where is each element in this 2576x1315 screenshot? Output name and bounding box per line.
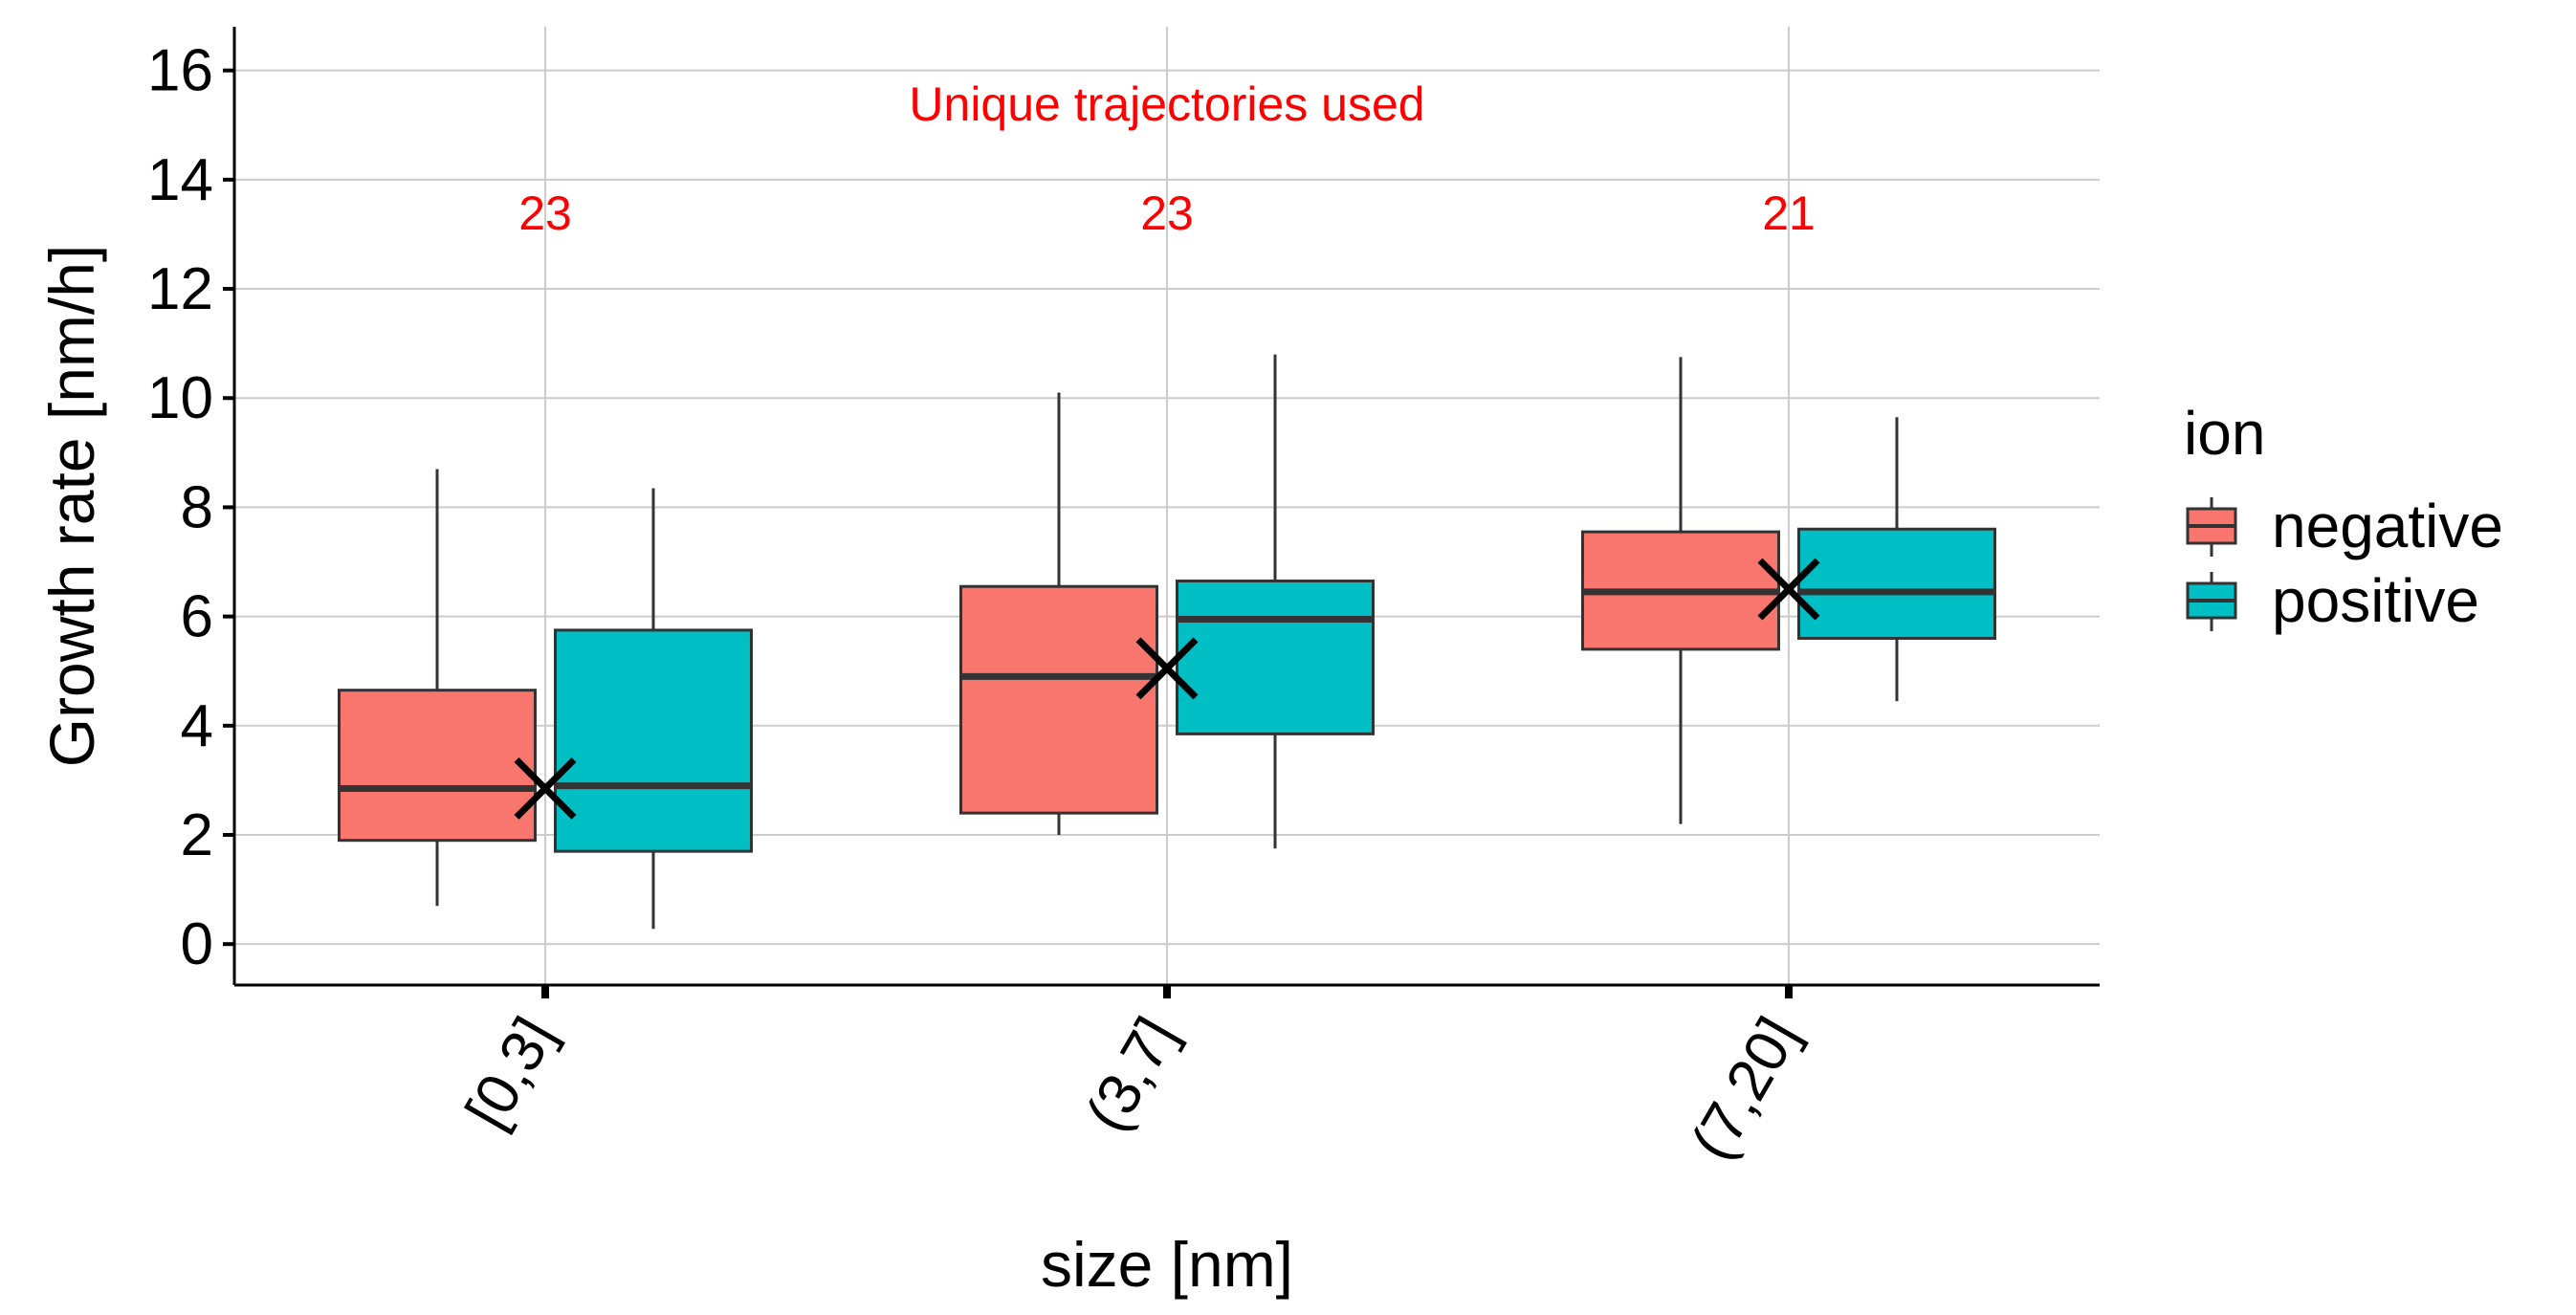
mean-marker — [1757, 558, 1820, 621]
legend-item-negative: negative — [2186, 492, 2503, 560]
box-body — [1797, 527, 1996, 640]
y-tick-label: 16 — [147, 38, 213, 104]
y-tick-label: 14 — [147, 147, 213, 213]
box-series — [338, 354, 1996, 930]
y-tick-label: 8 — [181, 474, 213, 540]
annotation-count: 21 — [1762, 186, 1816, 240]
mean-x-stroke — [1135, 637, 1199, 700]
x-tick-label: (3,7] — [1073, 1007, 1190, 1143]
grid-lines — [234, 27, 2100, 985]
y-tick-label: 12 — [147, 256, 213, 322]
annotation-count: 23 — [518, 186, 572, 240]
mean-marker — [1135, 637, 1199, 700]
annotations: Unique trajectories used 23 23 21 — [518, 77, 1816, 240]
box-body — [338, 689, 537, 843]
annotation-heading: Unique trajectories used — [909, 77, 1424, 131]
y-tick-label: 6 — [181, 584, 213, 650]
box-body — [554, 628, 753, 853]
legend-item-positive: positive — [2186, 566, 2479, 635]
box-body — [959, 584, 1158, 815]
axis-labels: size [nm] Growth rate [nm/h] — [36, 245, 1293, 1300]
y-tick-label: 10 — [147, 365, 213, 431]
box-positive-2 — [1797, 417, 1996, 702]
legend-label: negative — [2272, 492, 2503, 560]
x-axis-title: size [nm] — [1041, 1229, 1293, 1300]
mean-marker — [514, 756, 577, 820]
x-tick-label: (7,20] — [1679, 1007, 1812, 1172]
x-tick-label: [0,3] — [453, 1007, 568, 1140]
legend-label: positive — [2272, 566, 2479, 635]
box-negative-0 — [338, 469, 537, 907]
legend-title: ion — [2184, 399, 2265, 468]
box-negative-1 — [959, 392, 1158, 835]
box-negative-2 — [1581, 357, 1780, 824]
mean-markers — [514, 558, 1820, 820]
y-tick-label: 2 — [181, 802, 213, 868]
annotation-count: 23 — [1140, 186, 1194, 240]
box-positive-0 — [554, 488, 753, 930]
box-body — [1176, 580, 1375, 735]
y-axis-title: Growth rate [nm/h] — [36, 245, 107, 768]
mean-x-stroke — [1757, 558, 1820, 621]
y-tick-label: 4 — [181, 693, 213, 759]
y-tick-label: 0 — [181, 911, 213, 977]
mean-x-stroke — [514, 756, 577, 820]
box-positive-1 — [1176, 354, 1375, 849]
